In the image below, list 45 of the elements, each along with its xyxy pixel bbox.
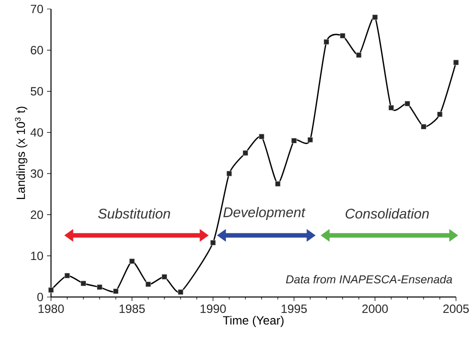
x-tick-label: 1980 bbox=[38, 304, 64, 313]
point bbox=[226, 170, 232, 176]
annotation: Substitution bbox=[98, 208, 170, 219]
x-tick-label: 1990 bbox=[200, 304, 226, 313]
y-tick-label: 50 bbox=[30, 87, 44, 96]
point bbox=[307, 137, 313, 143]
point bbox=[291, 138, 297, 144]
annotation: Development bbox=[223, 206, 306, 220]
y-tick-label: 10 bbox=[31, 252, 44, 260]
x-tick-label: 2000 bbox=[362, 304, 388, 313]
point bbox=[340, 33, 346, 38]
y-tick-label: 20 bbox=[30, 210, 44, 219]
y-tick-label: 0 bbox=[37, 292, 44, 302]
point bbox=[258, 134, 264, 140]
x-tick-label: 2005 bbox=[443, 304, 469, 313]
annotation: Consolidation bbox=[346, 208, 429, 219]
point bbox=[420, 124, 426, 130]
y-axis-title: Landings (x 10$^{3}$ t) bbox=[14, 106, 28, 200]
x-tick-label: 1985 bbox=[120, 304, 145, 313]
point bbox=[356, 52, 362, 58]
point bbox=[145, 282, 151, 287]
point bbox=[178, 289, 184, 295]
y-tick-label: 60 bbox=[30, 46, 44, 54]
point bbox=[48, 287, 54, 293]
point bbox=[162, 274, 168, 280]
point bbox=[404, 100, 410, 106]
x-axis-title: Time (Year) bbox=[222, 316, 284, 327]
point bbox=[64, 272, 70, 278]
point bbox=[453, 60, 459, 66]
x-tick-label: 1995 bbox=[282, 304, 307, 313]
point bbox=[96, 284, 102, 290]
point bbox=[210, 240, 216, 246]
point bbox=[113, 288, 119, 294]
point bbox=[129, 258, 135, 264]
y-tick-label: 70 bbox=[30, 4, 44, 14]
point bbox=[437, 112, 443, 118]
point bbox=[242, 150, 248, 156]
point bbox=[275, 181, 281, 187]
point bbox=[372, 14, 378, 20]
point bbox=[80, 280, 86, 286]
annotation: Data from INAPESCA-Ensenada bbox=[286, 274, 452, 284]
y-tick-label: 40 bbox=[30, 128, 44, 137]
point bbox=[388, 105, 394, 110]
point bbox=[324, 39, 330, 45]
y-tick-label: 30 bbox=[30, 169, 44, 178]
